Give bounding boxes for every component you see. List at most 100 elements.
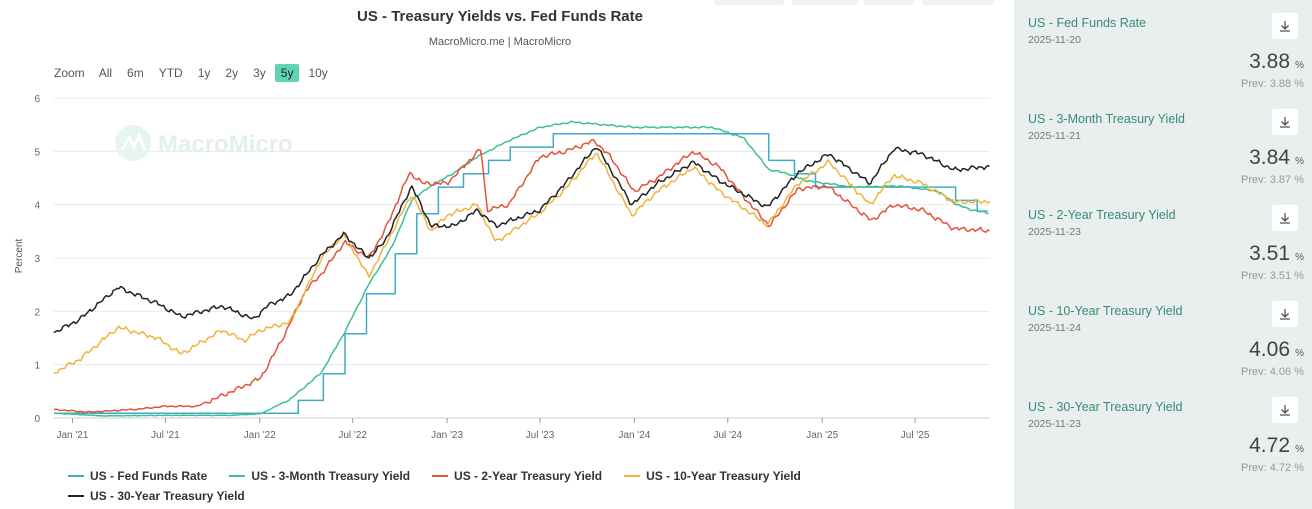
download-button[interactable] xyxy=(1272,301,1298,327)
x-tick-label: Jan '21 xyxy=(57,430,89,441)
zoom-label: Zoom xyxy=(54,66,85,80)
download-icon xyxy=(1280,309,1290,320)
y-axis-label: Percent xyxy=(14,239,25,274)
indicator-card-30y[interactable]: US - 30-Year Treasury Yield 2025-11-23 4… xyxy=(1014,384,1312,480)
card-date: 2025-11-23 xyxy=(1028,226,1081,238)
chart-legend: US - Fed Funds Rate US - 3-Month Treasur… xyxy=(68,466,968,506)
legend-item-30y[interactable]: US - 30-Year Treasury Yield xyxy=(68,489,245,503)
x-tick-label: Jan '22 xyxy=(244,430,276,441)
chart-panel: US - Treasury Yields vs. Fed Funds Rate … xyxy=(0,0,1002,506)
card-title[interactable]: US - Fed Funds Rate xyxy=(1028,16,1147,30)
series-line-5[interactable] xyxy=(53,146,990,334)
indicator-card-2y[interactable]: US - 2-Year Treasury Yield 2025-11-23 3.… xyxy=(1014,192,1312,288)
download-icon xyxy=(1280,21,1290,32)
card-unit: % xyxy=(1295,156,1304,167)
card-date: 2025-11-24 xyxy=(1028,322,1081,334)
card-prev: Prev: 3.51 % xyxy=(1241,270,1304,282)
card-prev: Prev: 3.87 % xyxy=(1241,174,1304,186)
card-title[interactable]: US - 10-Year Treasury Yield xyxy=(1028,304,1183,318)
chart-subtitle: MacroMicro.me | MacroMicro xyxy=(428,36,572,48)
x-tick-label: Jul '21 xyxy=(151,430,180,441)
legend-label: US - 10-Year Treasury Yield xyxy=(646,469,801,483)
card-title[interactable]: US - 2-Year Treasury Yield xyxy=(1028,208,1176,222)
indicator-card-10y[interactable]: US - 10-Year Treasury Yield 2025-11-24 4… xyxy=(1014,288,1312,384)
card-value: 3.84 xyxy=(1249,146,1290,169)
top-tab[interactable] xyxy=(864,0,914,5)
legend-row: US - 30-Year Treasury Yield xyxy=(68,486,968,506)
x-tick-label: Jul '23 xyxy=(526,430,555,441)
card-prev: Prev: 3.88 % xyxy=(1241,78,1304,90)
x-tick-label: Jan '23 xyxy=(431,430,463,441)
zoom-bar: Zoom All 6m YTD 1y 2y 3y 5y 10y xyxy=(54,64,337,82)
legend-label: US - Fed Funds Rate xyxy=(90,469,208,483)
card-value: 3.88 xyxy=(1249,50,1290,73)
card-date: 2025-11-20 xyxy=(1028,34,1081,46)
top-tab[interactable] xyxy=(922,0,994,5)
card-unit: % xyxy=(1295,60,1304,71)
card-value: 3.51 xyxy=(1249,242,1290,265)
watermark-text: MacroMicro xyxy=(158,131,293,158)
zoom-button-5y[interactable]: 5y xyxy=(274,64,300,82)
y-tick-label: 2 xyxy=(34,307,40,318)
x-tick-label: Jul '22 xyxy=(338,430,367,441)
zoom-button-2y[interactable]: 2y xyxy=(225,66,239,80)
card-prev: Prev: 4.06 % xyxy=(1241,366,1304,378)
zoom-button-all[interactable]: All xyxy=(98,66,113,80)
chart-plot[interactable]: MacroMicro 0 1 2 3 4 5 6 Jan '21 Jul '21 Jan '22 J… xyxy=(0,80,1000,452)
watermark-logo-mark xyxy=(120,132,147,151)
download-icon xyxy=(1280,213,1290,224)
card-unit: % xyxy=(1295,252,1304,263)
legend-swatch xyxy=(229,475,246,477)
download-button[interactable] xyxy=(1272,109,1298,135)
indicator-card-3m[interactable]: US - 3-Month Treasury Yield 2025-11-21 3… xyxy=(1014,96,1312,192)
legend-swatch xyxy=(68,475,84,477)
indicator-sidebar: US - Fed Funds Rate 2025-11-20 3.88 % Pr… xyxy=(1014,0,1312,509)
y-tick-label: 0 xyxy=(34,414,40,425)
download-button[interactable] xyxy=(1272,13,1298,39)
y-tick-label: 6 xyxy=(34,94,40,105)
card-title[interactable]: US - 30-Year Treasury Yield xyxy=(1028,400,1183,414)
watermark: MacroMicro xyxy=(115,125,293,161)
card-value: 4.72 xyxy=(1249,434,1290,457)
top-tab[interactable] xyxy=(792,0,858,5)
series-line-1[interactable] xyxy=(54,132,988,414)
y-tick-label: 5 xyxy=(34,147,40,158)
legend-swatch xyxy=(624,475,641,477)
x-tick-label: Jul '25 xyxy=(901,430,930,441)
series-line-3[interactable] xyxy=(53,138,990,414)
legend-swatch xyxy=(432,475,449,477)
card-title[interactable]: US - 3-Month Treasury Yield xyxy=(1028,112,1186,126)
legend-item-fed-funds[interactable]: US - Fed Funds Rate xyxy=(68,469,207,483)
zoom-button-ytd[interactable]: YTD xyxy=(158,66,183,80)
card-date: 2025-11-23 xyxy=(1028,418,1081,430)
card-unit: % xyxy=(1295,444,1304,455)
zoom-button-1y[interactable]: 1y xyxy=(197,66,211,80)
download-button[interactable] xyxy=(1272,205,1298,231)
zoom-button-3y[interactable]: 3y xyxy=(253,66,266,80)
legend-swatch xyxy=(68,495,84,497)
series-line-2[interactable] xyxy=(53,120,989,417)
y-tick-label: 3 xyxy=(34,254,40,265)
download-button[interactable] xyxy=(1272,397,1298,423)
legend-item-3m[interactable]: US - 3-Month Treasury Yield xyxy=(229,469,410,483)
top-tab[interactable] xyxy=(714,0,784,5)
indicator-card-fed-funds[interactable]: US - Fed Funds Rate 2025-11-20 3.88 % Pr… xyxy=(1014,0,1312,96)
download-icon xyxy=(1280,117,1290,128)
y-tick-label: 1 xyxy=(34,361,40,372)
legend-label: US - 2-Year Treasury Yield xyxy=(454,469,603,483)
legend-item-10y[interactable]: US - 10-Year Treasury Yield xyxy=(624,469,801,483)
card-date: 2025-11-21 xyxy=(1028,130,1081,142)
x-tick-label: Jan '24 xyxy=(618,430,650,441)
y-tick-label: 4 xyxy=(34,201,40,212)
zoom-button-6m[interactable]: 6m xyxy=(127,66,144,80)
chart-title: US - Treasury Yields vs. Fed Funds Rate xyxy=(357,8,643,25)
x-tick-label: Jan '25 xyxy=(806,430,838,441)
card-prev: Prev: 4.72 % xyxy=(1241,462,1304,474)
legend-item-2y[interactable]: US - 2-Year Treasury Yield xyxy=(432,469,602,483)
top-tab-strip xyxy=(712,0,1002,6)
x-tick-label: Jul '24 xyxy=(713,430,742,441)
card-value: 4.06 xyxy=(1249,338,1290,361)
zoom-button-10y[interactable]: 10y xyxy=(308,66,328,80)
legend-label: US - 30-Year Treasury Yield xyxy=(90,489,245,503)
series-line-4[interactable] xyxy=(53,152,991,374)
